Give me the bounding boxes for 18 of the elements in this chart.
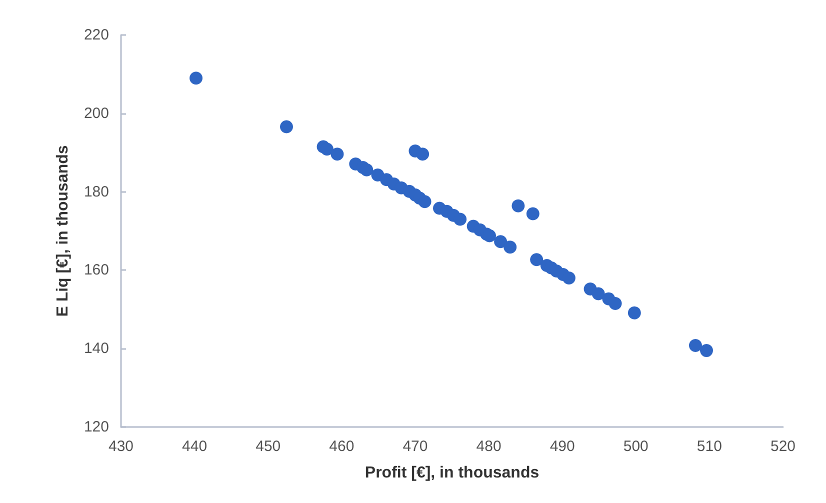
x-tick-label: 430 xyxy=(108,438,134,455)
y-tick-label: 180 xyxy=(84,183,109,200)
x-tick-label: 520 xyxy=(770,438,796,455)
x-tick-label: 470 xyxy=(402,438,428,455)
x-tick-label: 450 xyxy=(256,438,281,455)
y-tick-label: 160 xyxy=(84,262,109,279)
x-tick-label: 460 xyxy=(329,438,354,455)
x-tick-label: 490 xyxy=(550,438,575,455)
y-tick-label: 200 xyxy=(84,104,109,122)
x-tick-label: 440 xyxy=(182,438,208,455)
x-tick-label: 500 xyxy=(623,438,648,455)
y-tick-label: 120 xyxy=(84,418,109,436)
y-tick-label: 140 xyxy=(84,340,109,358)
x-axis-title: Profit [€], in thousands xyxy=(364,464,540,482)
y-tick-label: 220 xyxy=(84,26,109,44)
x-tick-label: 510 xyxy=(696,438,722,455)
y-axis-title: E Liq [€], in thousands xyxy=(54,145,72,317)
x-tick-label: 480 xyxy=(476,438,502,455)
